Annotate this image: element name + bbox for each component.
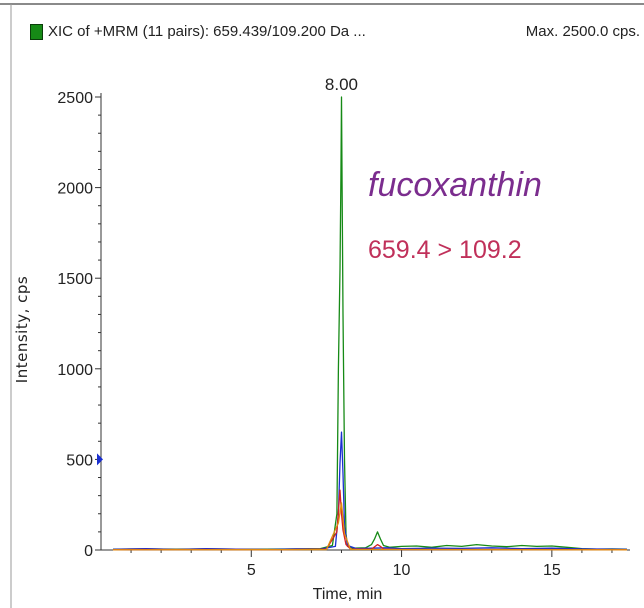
series-line-2 xyxy=(112,431,628,551)
transition-annotation: 659.4 > 109.2 xyxy=(368,236,522,264)
compound-annotation: fucoxanthin xyxy=(368,166,542,204)
x-tick-label: 10 xyxy=(393,562,411,579)
y-axis-title: Intensity, cps xyxy=(13,276,31,383)
peak-label: 8.00 xyxy=(325,75,358,94)
chart-header: XIC of +MRM (11 pairs): 659.439/109.200 … xyxy=(0,18,644,46)
y-tick-label: 1500 xyxy=(57,271,93,288)
y-tick-label: 1000 xyxy=(57,362,93,379)
series-swatch xyxy=(30,24,43,40)
y-axis-marker xyxy=(97,453,103,466)
x-tick-label: 15 xyxy=(543,562,561,579)
series-line-3 xyxy=(112,489,628,551)
max-intensity-label: Max. 2500.0 cps. xyxy=(525,23,640,40)
y-tick-label: 2500 xyxy=(57,90,93,107)
series-layer xyxy=(112,96,628,551)
x-axis-title: Time, min xyxy=(313,586,383,603)
series-line-4 xyxy=(112,502,628,551)
x-tick-label: 5 xyxy=(247,562,256,579)
labels-layer: 8.00 fucoxanthin 659.4 > 109.2 xyxy=(325,75,542,264)
y-tick-label: 0 xyxy=(84,543,93,560)
series-line-1 xyxy=(112,96,628,550)
y-tick-label: 2000 xyxy=(57,181,93,198)
y-tick-label: 500 xyxy=(66,452,93,469)
chart-title: XIC of +MRM (11 pairs): 659.439/109.200 … xyxy=(48,23,366,40)
